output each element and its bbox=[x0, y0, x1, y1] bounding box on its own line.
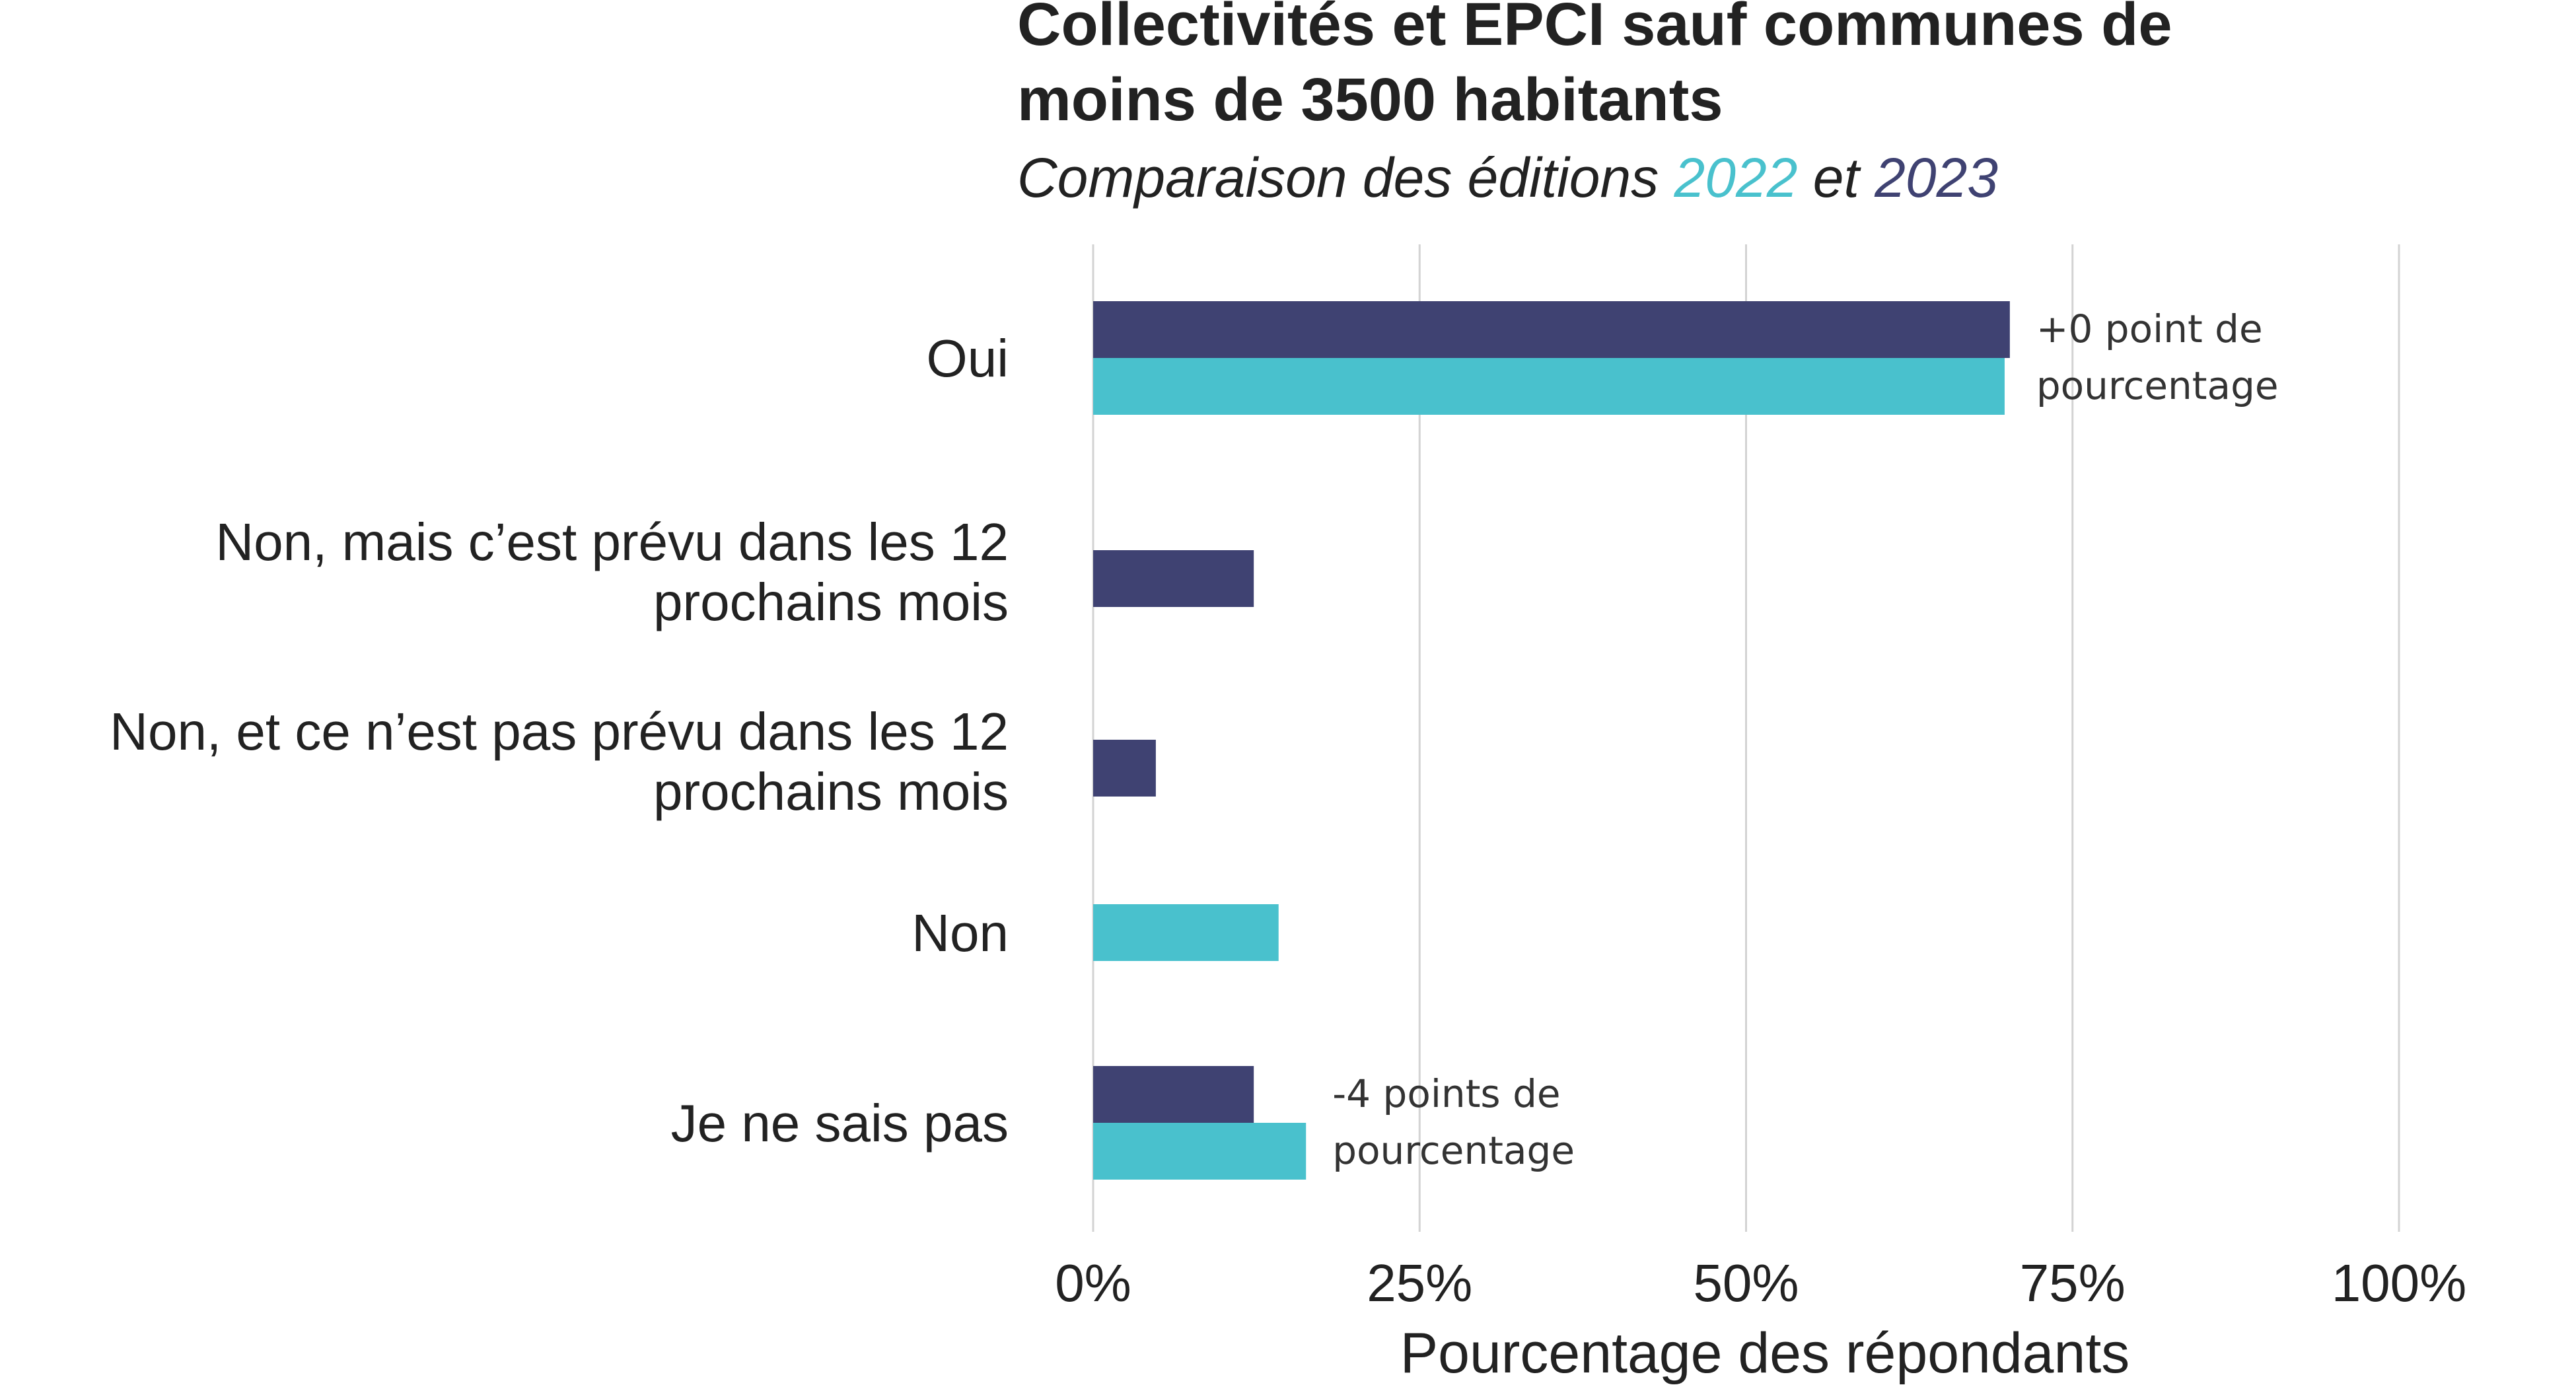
x-tick-labels: 0% 25% 50% 75% 100% bbox=[1055, 1254, 2466, 1312]
bar-2022-non bbox=[1093, 904, 1279, 961]
chart-subtitle: Comparaison des éditions 2022 et 2023 bbox=[1017, 147, 1998, 209]
category-label-non-mais-c-est-prevu-dans-les-12-prochains-mois: Non, mais c’est prévu dans les 12 prochai… bbox=[215, 513, 1009, 631]
annotation-line-1: +0 point de bbox=[2036, 306, 2263, 351]
category-label-line-2: prochains mois bbox=[653, 762, 1009, 821]
subtitle-prefix: Comparaison des éditions bbox=[1017, 147, 1674, 209]
subtitle-year-2023: 2023 bbox=[1874, 147, 1998, 209]
x-tick-label-25: 25% bbox=[1367, 1254, 1472, 1312]
bar-2022-oui bbox=[1093, 358, 2005, 415]
x-tick-label-0: 0% bbox=[1055, 1254, 1131, 1312]
x-tick-label-50: 50% bbox=[1693, 1254, 1799, 1312]
annotation-je-ne-sais-pas: -4 points de pourcentage bbox=[1332, 1071, 1575, 1173]
bar-2022-je-ne-sais-pas bbox=[1093, 1123, 1306, 1180]
bars bbox=[1093, 301, 2010, 1180]
bar-2023-je-ne-sais-pas bbox=[1093, 1066, 1254, 1123]
bar-2023-oui bbox=[1093, 301, 2010, 358]
category-label-non-et-ce-n-est-pas-prevu-dans-les-12-prochains-mois: Non, et ce n’est pas prévu dans les 12 pr… bbox=[110, 702, 1009, 821]
category-label-oui: Oui bbox=[927, 329, 1009, 388]
bar-2023-non-et-ce-n-est-pas-prevu-dans-les-12-prochains-mois bbox=[1093, 740, 1156, 797]
annotation-line-2: pourcentage bbox=[2036, 363, 2279, 408]
category-label-line-1: Non, et ce n’est pas prévu dans les 12 bbox=[110, 702, 1009, 761]
x-tick-label-75: 75% bbox=[2020, 1254, 2126, 1312]
category-label-line-2: prochains mois bbox=[653, 573, 1009, 631]
subtitle-year-2022: 2022 bbox=[1674, 147, 1798, 209]
annotation-oui: +0 point de pourcentage bbox=[2036, 306, 2279, 408]
category-label-je-ne-sais-pas: Je ne sais pas bbox=[671, 1094, 1009, 1153]
chart-title: Collectivités et EPCI sauf communes de m… bbox=[1017, 0, 2189, 133]
annotation-line-1: -4 points de bbox=[1332, 1071, 1560, 1116]
category-label-line-1: Non, mais c’est prévu dans les 12 bbox=[215, 513, 1009, 571]
annotation-line-2: pourcentage bbox=[1332, 1128, 1575, 1173]
subtitle-middle: et bbox=[1797, 147, 1875, 209]
category-label-non: Non bbox=[912, 904, 1009, 962]
x-axis-label: Pourcentage des répondants bbox=[1400, 1322, 2129, 1385]
annotations: +0 point de pourcentage -4 points de pource… bbox=[1332, 306, 2278, 1173]
x-tick-label-100: 100% bbox=[2332, 1254, 2467, 1312]
chart-title-line-2: moins de 3500 habitants bbox=[1017, 66, 1723, 133]
bar-2023-non-mais-c-est-prevu-dans-les-12-prochains-mois bbox=[1093, 550, 1254, 607]
chart-title-line-1: Collectivités et EPCI sauf communes de bbox=[1017, 0, 2172, 58]
